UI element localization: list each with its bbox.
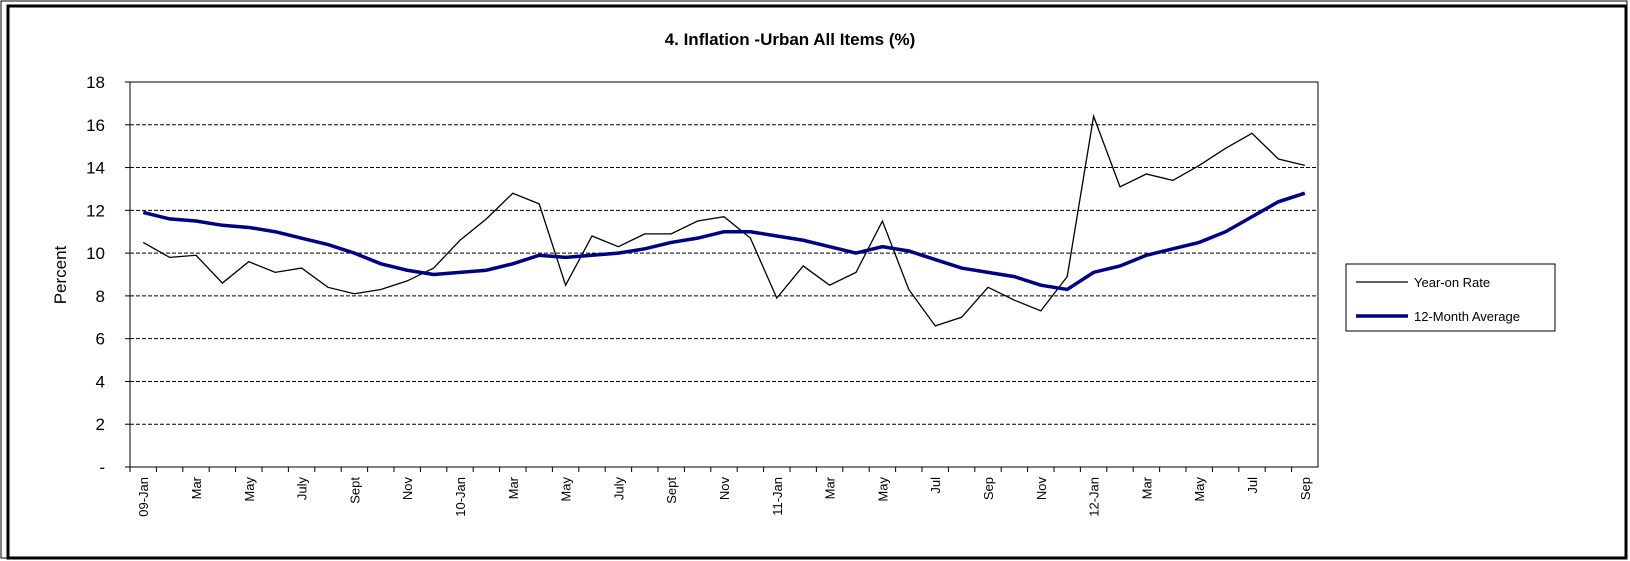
- y-tick-label: 4: [96, 372, 105, 391]
- legend: Year-on Rate 12-Month Average: [1345, 263, 1556, 332]
- y-tick-label: 8: [96, 287, 105, 306]
- x-tick-label: Mar: [506, 476, 521, 499]
- x-tick-label: Mar: [189, 476, 204, 499]
- plot-area: [130, 82, 1318, 467]
- x-tick-label: Nov: [717, 477, 732, 501]
- x-tick-label: 10-Jan: [453, 477, 468, 517]
- y-tick-label: 18: [86, 73, 105, 92]
- x-tick-label: May: [242, 477, 257, 502]
- x-tick-label: Jul: [928, 477, 943, 494]
- x-tick-label: Sep: [1298, 477, 1313, 500]
- x-tick-label: Sep: [981, 477, 996, 500]
- y-tick-label: 6: [96, 330, 105, 349]
- chart-frame: [6, 4, 1628, 560]
- y-tick-label: -: [99, 458, 105, 477]
- chart-title: 4. Inflation -Urban All Items (%): [665, 30, 916, 49]
- x-tick-label: Sept: [347, 477, 362, 504]
- x-tick-label: May: [559, 477, 574, 502]
- y-tick-label: 10: [86, 244, 105, 263]
- x-tick-label: July: [295, 477, 310, 501]
- legend-label: Year-on Rate: [1414, 275, 1490, 290]
- plot-border: [129, 81, 1319, 468]
- x-tick-label: Nov: [1034, 477, 1049, 501]
- x-tick-label: Sept: [664, 477, 679, 504]
- y-axis-label: Percent: [51, 245, 70, 304]
- x-tick-label: May: [875, 477, 890, 502]
- y-tick-label: 2: [96, 415, 105, 434]
- line-series: [142, 113, 1305, 327]
- x-tick-label: July: [611, 477, 626, 501]
- x-tick-label: 12-Jan: [1087, 477, 1102, 517]
- legend-box: [1345, 263, 1556, 332]
- x-tick-label: 11-Jan: [770, 477, 785, 516]
- legend-label: 12-Month Average: [1414, 309, 1520, 324]
- x-tick-label: 09-Jan: [136, 477, 151, 517]
- line-series: [142, 191, 1306, 292]
- y-tick-label: 12: [86, 201, 105, 220]
- x-tick-label: May: [1192, 477, 1207, 502]
- x-tick-label: Mar: [1139, 476, 1154, 499]
- x-tick-label: Nov: [400, 477, 415, 501]
- x-tick-label: Mar: [823, 476, 838, 499]
- y-tick-label: 14: [86, 159, 105, 178]
- y-tick-label: 16: [86, 116, 105, 135]
- x-tick-label: Jul: [1245, 477, 1260, 494]
